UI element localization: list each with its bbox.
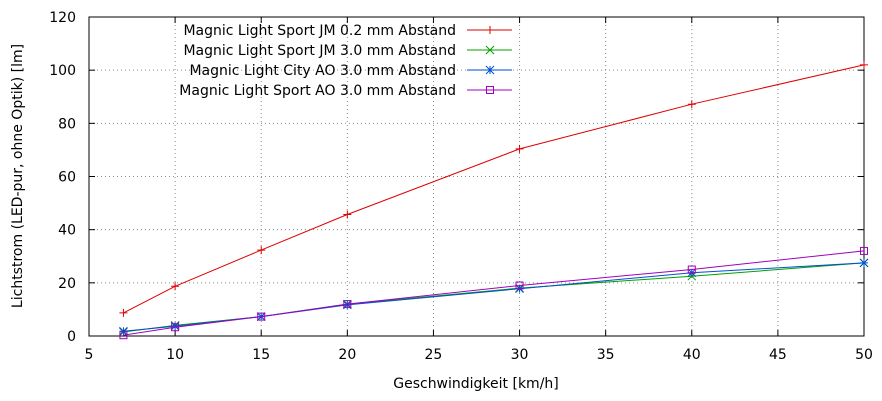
- data-point: [119, 331, 128, 340]
- x-tick-label: 25: [425, 347, 443, 363]
- series-1: [119, 60, 868, 317]
- legend-label: Magnic Light Sport JM 3.0 mm Abstand: [183, 43, 456, 59]
- y-axis-label: Lichtstrom (LED-pur, ohne Optik) [lm]: [10, 44, 26, 308]
- data-point: [515, 144, 524, 153]
- x-tick-label: 5: [85, 347, 94, 363]
- series-3: [119, 258, 869, 336]
- legend-entry: Magnic Light Sport JM 3.0 mm Abstand: [183, 43, 512, 59]
- x-tick-label: 40: [683, 347, 701, 363]
- legend-marker: [485, 65, 495, 75]
- series-layer: [119, 60, 869, 340]
- x-axis-label: Geschwindigkeit [km/h]: [393, 376, 559, 392]
- data-point: [860, 60, 868, 69]
- data-point: [687, 265, 696, 274]
- x-tick-label: 30: [511, 347, 529, 363]
- x-tick-label: 15: [252, 347, 270, 363]
- y-tick-label: 100: [49, 63, 76, 79]
- series-2: [119, 258, 869, 337]
- series-4: [119, 246, 868, 340]
- data-point: [119, 308, 128, 317]
- data-point: [257, 312, 266, 321]
- y-tick-label: 80: [58, 116, 76, 132]
- series-line: [123, 64, 865, 314]
- data-point: [343, 210, 352, 219]
- x-tick-label: 35: [597, 347, 615, 363]
- data-point: [170, 321, 180, 331]
- data-point: [687, 100, 696, 109]
- y-tick-label: 60: [58, 170, 76, 186]
- legend-entry: Magnic Light Sport JM 0.2 mm Abstand: [183, 23, 512, 39]
- y-tick-label: 20: [58, 276, 76, 292]
- y-tick-label: 40: [58, 223, 76, 239]
- legend-marker: [485, 45, 495, 55]
- series-line: [123, 262, 865, 332]
- data-point: [171, 282, 180, 291]
- x-tick-label: 10: [166, 347, 184, 363]
- legend-entry: Magnic Light City AO 3.0 mm Abstand: [189, 63, 512, 79]
- legend: Magnic Light Sport JM 0.2 mm Abstand Magn…: [179, 23, 512, 99]
- data-point: [257, 246, 266, 255]
- data-point: [860, 246, 868, 255]
- data-point: [515, 281, 524, 290]
- series-line: [123, 262, 865, 333]
- y-tick-label: 0: [67, 329, 76, 345]
- axis-ticks: 5 10 15 20 25 30 35 40 45 50 0 20 40 60 80 100 120: [49, 10, 873, 363]
- legend-label: Magnic Light City AO 3.0 mm Abstand: [189, 63, 456, 79]
- data-point: [342, 300, 352, 310]
- series-line: [123, 250, 865, 336]
- legend-label: Magnic Light Sport JM 0.2 mm Abstand: [183, 23, 456, 39]
- x-tick-label: 45: [769, 347, 787, 363]
- legend-marker: [486, 86, 494, 94]
- legend-label: Magnic Light Sport AO 3.0 mm Abstand: [179, 83, 456, 99]
- data-point: [343, 300, 352, 309]
- x-tick-label: 50: [855, 347, 873, 363]
- y-tick-label: 120: [49, 10, 76, 26]
- data-point: [859, 258, 869, 268]
- legend-entry: Magnic Light Sport AO 3.0 mm Abstand: [179, 83, 512, 99]
- data-point: [171, 323, 180, 332]
- x-tick-label: 20: [338, 347, 356, 363]
- legend-marker: [486, 26, 494, 34]
